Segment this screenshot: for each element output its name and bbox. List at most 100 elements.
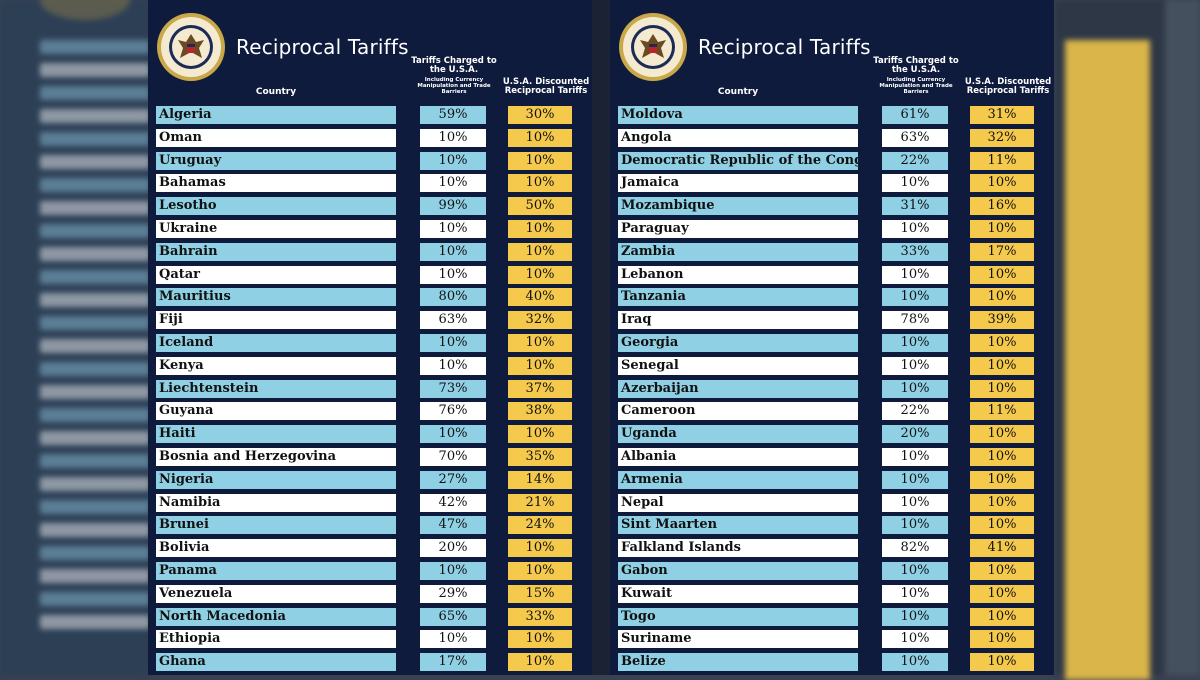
- country-cell: Georgia: [618, 333, 858, 352]
- country-cell: Falkland Islands: [618, 539, 858, 558]
- discounted-cell: 17%: [970, 242, 1034, 261]
- charged-cell: 10%: [882, 219, 948, 238]
- country-cell: Haiti: [156, 425, 396, 444]
- table-row: Cameroon 22% 11%: [610, 401, 1054, 424]
- country-cell: Senegal: [618, 356, 858, 375]
- discounted-cell: 10%: [508, 425, 572, 444]
- table-row: Azerbaijan 10% 10%: [610, 379, 1054, 402]
- charged-cell: 70%: [420, 447, 486, 466]
- discounted-cell: 10%: [970, 447, 1034, 466]
- country-cell: Ghana: [156, 653, 396, 672]
- table-row: North Macedonia 65% 33%: [148, 607, 592, 630]
- charged-cell: 99%: [420, 197, 486, 216]
- charged-cell: 42%: [420, 493, 486, 512]
- country-cell: Liechtenstein: [156, 379, 396, 398]
- discounted-cell: 10%: [508, 128, 572, 147]
- country-cell: Qatar: [156, 265, 396, 284]
- country-cell: Mauritius: [156, 288, 396, 307]
- discounted-cell: 10%: [508, 356, 572, 375]
- table-row: Brunei 47% 24%: [148, 515, 592, 538]
- discounted-cell: 10%: [970, 653, 1034, 672]
- charged-cell: 59%: [420, 106, 486, 124]
- discounted-cell: 31%: [970, 106, 1034, 124]
- discounted-cell: 10%: [970, 219, 1034, 238]
- country-cell: Suriname: [618, 630, 858, 649]
- table-row: Sint Maarten 10% 10%: [610, 515, 1054, 538]
- table-row: Namibia 42% 21%: [148, 493, 592, 516]
- table-row: Oman 10% 10%: [148, 128, 592, 151]
- charged-column-header: Tariffs Charged to the U.S.A. Including …: [872, 56, 960, 95]
- country-cell: Tanzania: [618, 288, 858, 307]
- discounted-cell: 10%: [970, 174, 1034, 193]
- country-cell: Azerbaijan: [618, 379, 858, 398]
- country-cell: North Macedonia: [156, 607, 396, 626]
- table-row: Iceland 10% 10%: [148, 333, 592, 356]
- charged-cell: 47%: [420, 516, 486, 535]
- table-row: Gabon 10% 10%: [610, 561, 1054, 584]
- discounted-cell: 10%: [508, 242, 572, 261]
- charged-cell: 10%: [882, 607, 948, 626]
- table-row: Qatar 10% 10%: [148, 265, 592, 288]
- table-row: Zambia 33% 17%: [610, 242, 1054, 265]
- charged-header-label: Tariffs Charged to the U.S.A.: [873, 56, 959, 76]
- table-row: Panama 10% 10%: [148, 561, 592, 584]
- table-row: Moldova 61% 31%: [610, 105, 1054, 128]
- country-cell: Fiji: [156, 311, 396, 330]
- country-cell: Togo: [618, 607, 858, 626]
- discounted-cell: 33%: [508, 607, 572, 626]
- discounted-cell: 10%: [970, 516, 1034, 535]
- discounted-cell: 10%: [508, 174, 572, 193]
- charged-header-sublabel: Including Currency Manipulation and Trad…: [417, 76, 491, 95]
- charged-cell: 10%: [882, 584, 948, 603]
- discounted-cell: 50%: [508, 197, 572, 216]
- charged-cell: 20%: [420, 539, 486, 558]
- charged-cell: 10%: [882, 470, 948, 489]
- charged-cell: 10%: [882, 493, 948, 512]
- table-row: Armenia 10% 10%: [610, 470, 1054, 493]
- table-row: Togo 10% 10%: [610, 607, 1054, 630]
- charged-cell: 33%: [882, 242, 948, 261]
- country-cell: Zambia: [618, 242, 858, 261]
- table-row: Albania 10% 10%: [610, 447, 1054, 470]
- blurred-backdrop-right: [1055, 0, 1200, 680]
- charged-cell: 10%: [420, 333, 486, 352]
- charged-cell: 27%: [420, 470, 486, 489]
- discounted-cell: 37%: [508, 379, 572, 398]
- discounted-cell: 10%: [970, 607, 1034, 626]
- discounted-cell: 15%: [508, 584, 572, 603]
- table-row: Ukraine 10% 10%: [148, 219, 592, 242]
- charged-cell: 10%: [420, 425, 486, 444]
- country-cell: Oman: [156, 128, 396, 147]
- country-cell: Bosnia and Herzegovina: [156, 447, 396, 466]
- discounted-cell: 10%: [508, 265, 572, 284]
- table-row: Suriname 10% 10%: [610, 629, 1054, 652]
- country-cell: Bahamas: [156, 174, 396, 193]
- charged-cell: 22%: [882, 151, 948, 170]
- discounted-cell: 10%: [970, 493, 1034, 512]
- charged-cell: 10%: [882, 288, 948, 307]
- discounted-cell: 11%: [970, 151, 1034, 170]
- discounted-cell: 35%: [508, 447, 572, 466]
- discounted-cell: 24%: [508, 516, 572, 535]
- country-cell: Nepal: [618, 493, 858, 512]
- country-cell: Algeria: [156, 106, 396, 124]
- charged-cell: 10%: [882, 447, 948, 466]
- country-cell: Albania: [618, 447, 858, 466]
- country-cell: Cameroon: [618, 402, 858, 421]
- discounted-cell: 10%: [508, 539, 572, 558]
- discounted-cell: 16%: [970, 197, 1034, 216]
- country-cell: Armenia: [618, 470, 858, 489]
- table-row: Uganda 20% 10%: [610, 424, 1054, 447]
- charged-cell: 10%: [420, 242, 486, 261]
- discounted-cell: 10%: [970, 356, 1034, 375]
- discounted-cell: 40%: [508, 288, 572, 307]
- charged-cell: 10%: [420, 128, 486, 147]
- table-row: Jamaica 10% 10%: [610, 173, 1054, 196]
- charged-cell: 10%: [882, 653, 948, 672]
- country-cell: Bolivia: [156, 539, 396, 558]
- country-cell: Paraguay: [618, 219, 858, 238]
- country-cell: Namibia: [156, 493, 396, 512]
- discounted-cell: 10%: [970, 470, 1034, 489]
- country-cell: Ethiopia: [156, 630, 396, 649]
- country-cell: Kuwait: [618, 584, 858, 603]
